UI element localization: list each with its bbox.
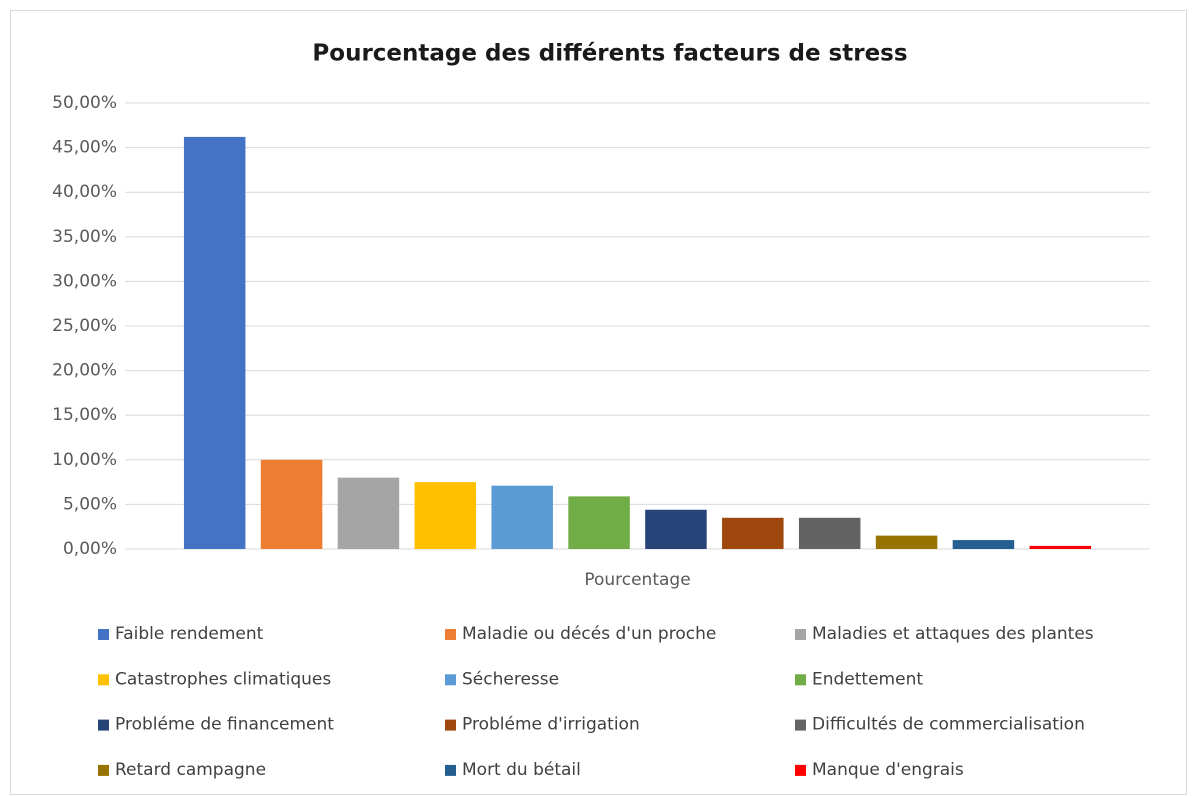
y-tick-label: 5,00% bbox=[63, 494, 117, 514]
y-tick-label: 40,00% bbox=[52, 182, 117, 202]
legend-label: Faible rendement bbox=[115, 624, 264, 644]
bar bbox=[722, 517, 784, 549]
legend-label: Manque d'engrais bbox=[812, 760, 964, 780]
legend-swatch bbox=[98, 674, 109, 686]
legend-label: Sécheresse bbox=[462, 669, 559, 689]
legend-swatch bbox=[445, 719, 456, 731]
legend-label: Mort du bétail bbox=[462, 760, 581, 780]
y-tick-label: 10,00% bbox=[52, 450, 117, 470]
legend-label: Probléme de financement bbox=[115, 715, 334, 735]
bar bbox=[260, 459, 323, 549]
legend-swatch bbox=[795, 719, 806, 731]
legend-label: Endettement bbox=[812, 669, 923, 689]
legend-label: Probléme d'irrigation bbox=[462, 715, 640, 735]
y-tick-label: 15,00% bbox=[52, 405, 117, 425]
y-tick-label: 45,00% bbox=[52, 138, 117, 158]
legend-label: Maladies et attaques des plantes bbox=[812, 624, 1094, 644]
legend-swatch bbox=[445, 764, 456, 776]
legend-swatch bbox=[795, 629, 806, 640]
bar bbox=[798, 517, 861, 549]
bar bbox=[875, 535, 938, 549]
bar bbox=[645, 509, 707, 549]
x-tick-label: Pourcentage bbox=[584, 570, 690, 590]
bar bbox=[952, 540, 1015, 549]
legend-label: Maladie ou décés d'un proche bbox=[462, 624, 716, 644]
y-tick-label: 20,00% bbox=[52, 361, 117, 381]
legend-label: Retard campagne bbox=[115, 760, 266, 780]
legend-swatch bbox=[98, 764, 109, 776]
legend-swatch bbox=[445, 629, 456, 640]
y-tick-label: 50,00% bbox=[52, 93, 117, 113]
y-tick-label: 30,00% bbox=[52, 271, 117, 291]
legend-swatch bbox=[98, 629, 109, 640]
bar bbox=[414, 482, 477, 549]
bar bbox=[568, 496, 630, 549]
legend-swatch bbox=[445, 674, 456, 686]
legend-swatch bbox=[795, 764, 806, 776]
bar bbox=[337, 477, 400, 549]
legend-swatch bbox=[98, 719, 109, 731]
bar bbox=[491, 485, 553, 549]
y-tick-label: 0,00% bbox=[63, 539, 117, 559]
legend-swatch bbox=[795, 674, 806, 686]
legend-label: Difficultés de commercialisation bbox=[812, 715, 1085, 735]
chart-title: Pourcentage des différents facteurs de s… bbox=[312, 41, 907, 67]
y-tick-label: 25,00% bbox=[52, 316, 117, 336]
y-tick-label: 35,00% bbox=[52, 227, 117, 247]
legend-label: Catastrophes climatiques bbox=[115, 669, 331, 689]
bar bbox=[1029, 545, 1092, 549]
bar bbox=[183, 136, 246, 549]
